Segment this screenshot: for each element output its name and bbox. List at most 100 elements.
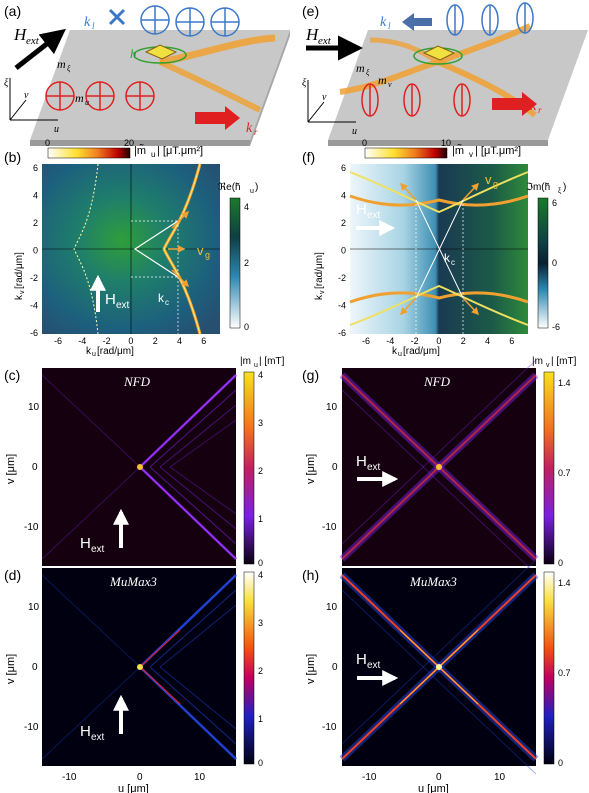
svg-text:u [μm]: u [μm] xyxy=(118,783,149,793)
svg-text:| [μT.μm²]: | [μT.μm²] xyxy=(157,145,203,157)
svg-text:(b): (b) xyxy=(4,149,21,165)
svg-text:ξ: ξ xyxy=(366,68,370,77)
beam-a xyxy=(159,34,276,66)
svg-text:0: 0 xyxy=(362,138,367,148)
colorbar-right-b xyxy=(229,197,241,329)
svg-text:2: 2 xyxy=(244,258,249,268)
svg-text:H: H xyxy=(356,201,367,218)
tick-label: -2 xyxy=(30,273,38,283)
svg-text:H: H xyxy=(80,723,91,740)
svg-text:4: 4 xyxy=(258,570,263,580)
svg-text:1.4: 1.4 xyxy=(558,378,571,388)
svg-text:0.7: 0.7 xyxy=(558,668,571,678)
panel-a: (a) h k l m ξ m u H xyxy=(4,3,290,146)
svg-text:3: 3 xyxy=(258,618,263,628)
svg-text:k: k xyxy=(86,346,92,357)
blue-precession-circles-a xyxy=(140,5,240,37)
svg-text:l: l xyxy=(92,21,95,31)
svg-text:k: k xyxy=(530,99,537,114)
svg-text:4: 4 xyxy=(258,370,263,380)
svg-text:v [μm]: v [μm] xyxy=(305,654,317,684)
tick-label: -6 xyxy=(362,336,370,346)
svg-text:u: u xyxy=(250,188,254,195)
svg-text:ℑm(h̃: ℑm(h̃ xyxy=(526,182,550,193)
svg-text:| [mT]: | [mT] xyxy=(259,356,285,367)
svg-text:u: u xyxy=(151,150,155,159)
svg-text:MuMax3: MuMax3 xyxy=(409,574,457,589)
red-ellipses-e xyxy=(361,83,471,117)
svg-text:ℜe(h̃: ℜe(h̃ xyxy=(218,182,241,193)
tick-label: -4 xyxy=(78,336,86,346)
svg-text:v [μm]: v [μm] xyxy=(5,454,17,484)
svg-text:g: g xyxy=(493,179,498,189)
tick-label: 4 xyxy=(33,191,38,201)
svg-text:(d): (d) xyxy=(4,567,21,583)
svg-text:-10: -10 xyxy=(62,772,77,783)
svg-text:c: c xyxy=(165,298,169,307)
svg-text:1.4: 1.4 xyxy=(558,578,571,588)
tick-label: 0 xyxy=(341,246,346,256)
svg-text:m: m xyxy=(356,61,365,75)
svg-text:): ) xyxy=(255,182,258,193)
tick-label: 4 xyxy=(485,336,490,346)
svg-text:): ) xyxy=(563,182,566,193)
svg-text:v: v xyxy=(546,362,550,369)
svg-text:c: c xyxy=(451,258,455,267)
svg-text:10: 10 xyxy=(326,602,338,613)
svg-text:-10: -10 xyxy=(24,722,39,733)
svg-text:H: H xyxy=(305,25,320,44)
svg-text:0: 0 xyxy=(137,772,143,783)
svg-text:(h): (h) xyxy=(302,567,319,583)
tick-label: -2 xyxy=(338,273,346,283)
svg-text:k: k xyxy=(158,291,165,305)
svg-text:0: 0 xyxy=(558,758,563,768)
svg-text:6: 6 xyxy=(552,198,557,208)
svg-text:H: H xyxy=(356,651,367,668)
svg-text:0: 0 xyxy=(45,138,50,148)
axes-icon-e xyxy=(307,80,356,123)
svg-text:H: H xyxy=(80,535,91,552)
panel-g: (g) NFD H ext 10 0 -10 v [μm] 1.4 0.7 0 … xyxy=(302,356,577,575)
svg-text:r: r xyxy=(254,127,258,137)
svg-text:0: 0 xyxy=(332,462,338,473)
svg-text:0: 0 xyxy=(552,258,557,268)
tick-label: 4 xyxy=(177,336,182,346)
k-r-arrow-e xyxy=(492,92,537,116)
svg-text:1: 1 xyxy=(258,514,263,524)
svg-text:ξ: ξ xyxy=(4,78,9,89)
svg-text:1: 1 xyxy=(258,714,263,724)
svg-text:10: 10 xyxy=(28,402,40,413)
svg-text:(e): (e) xyxy=(302,3,319,19)
cross-icon xyxy=(108,8,126,26)
svg-text:NFD: NFD xyxy=(423,374,451,389)
svg-text:ξ: ξ xyxy=(558,188,561,195)
svg-text:0: 0 xyxy=(332,662,338,673)
tick-label: 0 xyxy=(33,246,38,256)
svg-text:v: v xyxy=(24,90,29,101)
svg-text:10: 10 xyxy=(194,772,206,783)
axes-icon-a xyxy=(9,78,58,121)
tick-label: -2 xyxy=(411,336,419,346)
svg-text:h: h xyxy=(130,46,137,61)
panel-d: (d) MuMax3 H ext 10 0 -10 v [μm] -10 0 1… xyxy=(4,567,263,793)
svg-text:(c): (c) xyxy=(4,367,20,383)
tick-label: 6 xyxy=(341,163,346,173)
svg-text:|m: |m xyxy=(532,356,543,367)
svg-text:MuMax3: MuMax3 xyxy=(109,574,157,589)
svg-text:ext: ext xyxy=(116,300,130,311)
svg-text:H: H xyxy=(13,25,28,44)
svg-text:ext: ext xyxy=(318,35,332,47)
svg-text:[rad/μm]: [rad/μm] xyxy=(97,346,134,357)
tick-label: -6 xyxy=(30,328,38,338)
svg-text:0: 0 xyxy=(32,462,38,473)
svg-text:m: m xyxy=(57,57,66,71)
dispersion-left-b xyxy=(73,163,99,335)
svg-text:u: u xyxy=(398,351,402,358)
svg-text:0: 0 xyxy=(258,558,263,568)
panel-b: (b) 0 20 |m̃ u | [μT.μm²] v g k c H ext xyxy=(4,138,258,358)
svg-text:-10: -10 xyxy=(322,722,337,733)
antenna-a xyxy=(144,44,178,60)
tick-label: 2 xyxy=(153,336,158,346)
tick-label: 6 xyxy=(509,336,514,346)
svg-text:k: k xyxy=(380,15,387,30)
